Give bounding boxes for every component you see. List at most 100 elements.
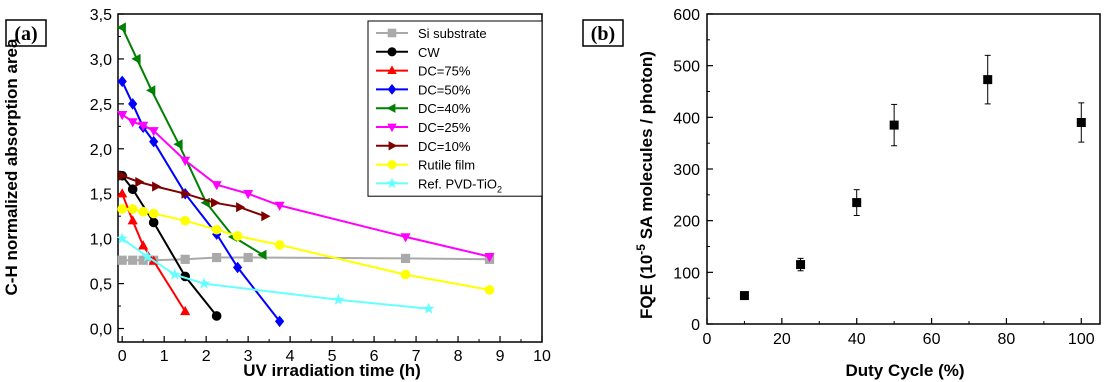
data-point-dc-40 — [131, 53, 141, 64]
data-point-group — [739, 291, 749, 301]
legend-marker-si-substrate — [387, 28, 397, 38]
panel-b-label-box — [582, 19, 624, 47]
legend-marker-dc-40 — [386, 103, 396, 113]
data-point-si-substrate — [212, 252, 222, 263]
legend-label-si-substrate: Si substrate — [418, 26, 487, 41]
legend-marker-dc-25 — [387, 123, 397, 133]
data-point-ref-pvd-tio2 — [332, 293, 345, 305]
x-tick-label: 4 — [286, 348, 295, 365]
data-point-cw — [127, 184, 138, 195]
data-point-dc-10 — [152, 181, 162, 192]
y-tick-label: 1,5 — [90, 187, 112, 204]
data-point-group — [1076, 102, 1086, 143]
x-tick-label: 10 — [533, 348, 551, 365]
legend-entry-ref-pvd-tio2: Ref. PVD-TiO2 — [376, 176, 502, 194]
data-point-dc-25 — [117, 111, 128, 121]
x-tick-label: 0 — [703, 331, 712, 348]
y-tick-label: 0,5 — [90, 277, 112, 294]
data-point-rutile-film — [127, 204, 138, 214]
data-point-dc-10 — [236, 202, 246, 213]
data-point-dc-50 — [233, 261, 243, 274]
panel-b-y-axis-label: FQE (10-5 SA molecules / photon) — [634, 51, 656, 319]
x-tick-label: 1 — [160, 348, 169, 365]
legend-entry-dc-10: DC=10% — [376, 139, 471, 154]
y-tick-label: 200 — [673, 214, 700, 231]
series-cw — [117, 170, 222, 321]
panel-b-ticks: 0 20 40 60 80 100 0 100 200 300 400 500 600 — [673, 7, 1094, 348]
panel-a: (a) 0 1 2 3 4 5 6 7 8 9 10 0,0 0,5 1,0 1,5 2,0 2,5 3,0 3,5… — [2, 7, 551, 380]
panel-b-series — [739, 54, 1086, 301]
series-ref-pvd-tio2 — [116, 232, 435, 314]
legend-entry-dc-25: DC=25% — [376, 120, 471, 135]
data-point-dc-40 — [257, 249, 267, 260]
data-point-dc-75 — [117, 188, 128, 198]
legend: Si substrate CW DC=75% DC=50% DC=40% DC=25% DC… — [367, 20, 543, 197]
data-point-rutile-film — [180, 215, 190, 226]
data-point-dc-10 — [210, 197, 221, 208]
x-tick-label: 0 — [118, 348, 127, 365]
legend-label-dc-10: DC=10% — [418, 139, 471, 154]
legend-label-dc-40: DC=40% — [418, 101, 471, 116]
data-point-si-substrate — [243, 252, 253, 263]
y-tick-label: 0 — [691, 317, 700, 334]
data-point-dc-25 — [243, 190, 254, 200]
panel-b-y-axis-label-exponent: -5 — [634, 244, 648, 255]
legend-label-dc-25: DC=25% — [418, 120, 471, 135]
data-point-si-substrate — [128, 255, 138, 265]
legend-marker-cw — [387, 47, 397, 57]
data-point — [889, 120, 899, 130]
panel-a-label-box — [5, 19, 47, 47]
data-point-si-substrate — [117, 255, 127, 265]
data-point-dc-75 — [127, 215, 138, 225]
legend-marker-rutile-film — [387, 160, 397, 170]
data-point-cw — [148, 217, 159, 228]
y-tick-label: 1,0 — [90, 232, 112, 249]
data-point-dc-75 — [180, 305, 191, 316]
data-point-dc-10 — [181, 188, 191, 199]
legend-entry-si-substrate: Si substrate — [376, 26, 487, 41]
y-tick-label: 600 — [673, 7, 700, 24]
y-tick-label: 300 — [673, 162, 700, 179]
data-point-rutile-film — [138, 206, 149, 217]
data-point-dc-25 — [127, 118, 138, 128]
series-dc-40 — [116, 22, 267, 260]
legend-label-dc-75: DC=75% — [418, 64, 471, 79]
data-point-dc-50 — [117, 75, 127, 88]
y-tick-label: 100 — [673, 265, 700, 282]
y-tick-label: 2,5 — [90, 97, 112, 114]
data-point-dc-75 — [138, 240, 149, 250]
panel-b-y-axis-label-part2: SA molecules / photon) — [637, 51, 656, 244]
legend-label-rutile-film: Rutile film — [418, 158, 475, 173]
legend-label-dc-50: DC=50% — [418, 82, 471, 97]
data-point-dc-50 — [128, 98, 138, 110]
data-point-rutile-film — [400, 269, 411, 280]
data-point-dc-25 — [274, 201, 285, 211]
data-point-si-substrate — [400, 253, 411, 264]
data-point-dc-25 — [138, 121, 149, 131]
data-point — [852, 198, 862, 208]
data-point-dc-10 — [135, 177, 145, 188]
data-point-group — [889, 103, 899, 147]
legend-entry-dc-75: DC=75% — [376, 64, 471, 79]
panel-a-y-axis-label: C-H normalized absorption area — [2, 38, 21, 295]
x-tick-label: 80 — [998, 331, 1016, 348]
panel-a-label: (a) — [14, 23, 37, 45]
data-point — [739, 291, 749, 301]
data-point-rutile-film — [211, 224, 222, 235]
x-tick-label: 2 — [202, 348, 211, 365]
data-point-rutile-film — [117, 204, 128, 214]
legend-entry-dc-50: DC=50% — [376, 82, 471, 97]
legend-marker-dc-75 — [387, 65, 397, 74]
panel-b-plot-frame — [706, 13, 1101, 325]
panel-b-y-axis-label-part1: FQE (10 — [637, 255, 656, 319]
series-line-ref-pvd-tio2 — [121, 237, 429, 310]
data-point-ref-pvd-tio2 — [168, 268, 181, 280]
x-tick-label: 40 — [848, 331, 866, 348]
x-tick-label: 8 — [454, 348, 463, 365]
series-dc-75 — [117, 188, 191, 316]
data-point-dc-25 — [211, 181, 222, 191]
x-tick-label: 5 — [328, 348, 337, 365]
panel-a-series — [116, 22, 495, 328]
panel-b-label: (b) — [591, 23, 615, 45]
